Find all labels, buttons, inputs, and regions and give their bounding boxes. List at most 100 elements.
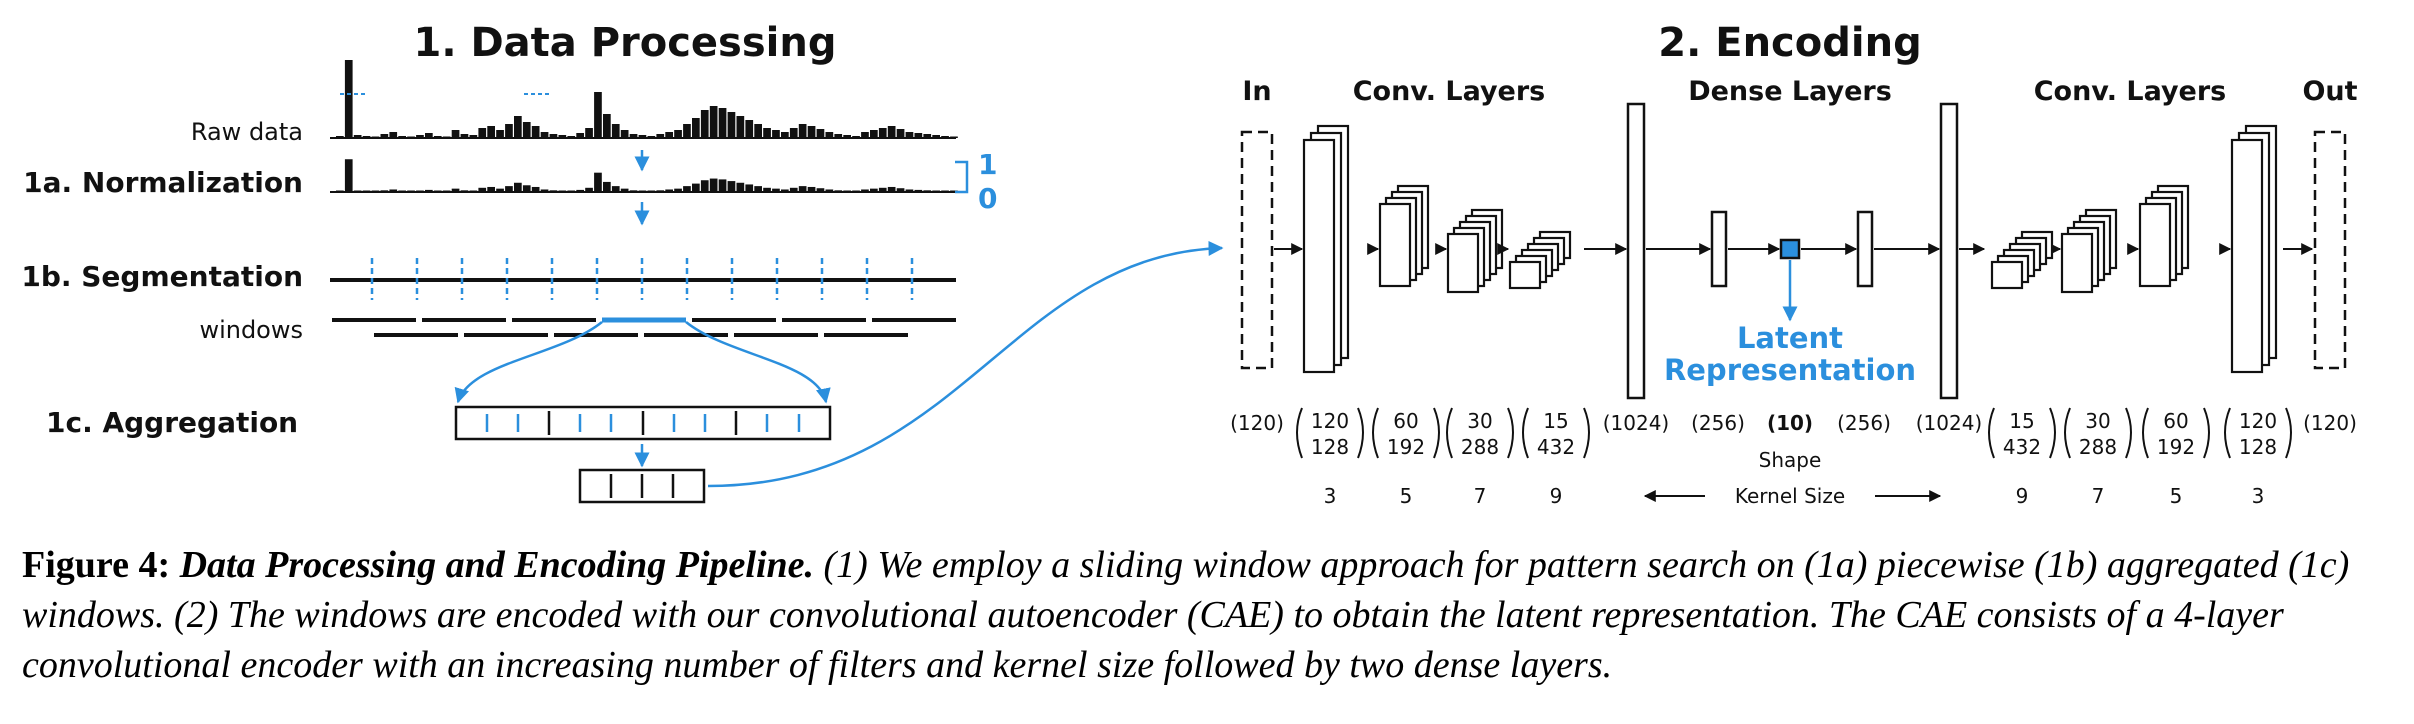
- raw-bar-23: [540, 132, 549, 138]
- raw-data-bars: [336, 60, 958, 138]
- paren-left: [1296, 407, 1303, 459]
- raw-bar-18: [496, 130, 504, 138]
- raw-bar-27: [576, 133, 584, 138]
- windows-label: windows: [199, 316, 303, 344]
- shape-pair-bottom: 432: [2003, 435, 2041, 459]
- conv-filter: [1446, 232, 1480, 294]
- shape-dense-1024-dec: (1024): [1916, 411, 1983, 435]
- shape-pair-bottom: 288: [1461, 435, 1499, 459]
- norm-bar-44: [727, 181, 736, 192]
- shape-pair-top: 120: [1311, 409, 1349, 433]
- shape-pair-bottom: 192: [2157, 435, 2195, 459]
- dense-layers-label: Dense Layers: [1688, 76, 1892, 107]
- segment-ticks: [370, 258, 914, 300]
- norm-bar-59: [861, 189, 869, 192]
- conv-filter: [1508, 260, 1542, 290]
- normalization-label: 1a. Normalization: [23, 166, 303, 199]
- raw-bar-44: [727, 112, 736, 138]
- norm-range-bracket: [955, 160, 969, 194]
- conv-layers-left-label: Conv. Layers: [1353, 76, 1546, 107]
- kernel-size-enc: 9: [1550, 484, 1563, 508]
- norm-bar-52: [798, 186, 807, 192]
- raw-bar-54: [816, 129, 825, 138]
- caption-label: Figure 4:: [22, 544, 171, 586]
- norm-bar-61: [878, 187, 887, 192]
- paren-right: [2125, 407, 2132, 459]
- raw-bar-6: [389, 132, 398, 138]
- paren-left: [1372, 407, 1379, 459]
- paren-right: [1507, 407, 1514, 459]
- norm-bar-47: [754, 186, 762, 192]
- kernel-size-dec: 9: [2016, 484, 2029, 508]
- paren-left: [1522, 407, 1529, 459]
- raw-bar-14: [460, 134, 469, 138]
- norm-bar-6: [389, 189, 398, 192]
- shape-pair-bottom: 288: [2079, 435, 2117, 459]
- raw-bar-37: [665, 132, 673, 138]
- norm-bar-55: [825, 189, 834, 192]
- raw-bar-64: [905, 132, 914, 138]
- paren-left: [2224, 407, 2231, 459]
- paren-right: [1433, 407, 1440, 459]
- kernel-size-dec: 3: [2252, 484, 2265, 508]
- segmentation-label: 1b. Segmentation: [21, 260, 303, 293]
- shape-pair-top: 30: [2085, 409, 2110, 433]
- norm-bar-13: [451, 188, 460, 192]
- raw-bar-34: [638, 135, 647, 138]
- raw-bar-46: [745, 120, 754, 138]
- decoder-conv-stack-4: [2230, 124, 2278, 374]
- norm-bar-41: [700, 180, 709, 192]
- kernel-size-label: Kernel Size: [1735, 484, 1845, 508]
- decoder-conv-stack-2: [2060, 208, 2118, 294]
- raw-bar-31: [611, 124, 620, 138]
- raw-bar-60: [870, 130, 878, 138]
- raw-bar-47: [754, 124, 762, 138]
- raw-bar-45: [736, 116, 745, 138]
- raw-bar-10: [425, 133, 433, 138]
- pipeline-figure: 1. Data Processing Raw data 1a. Normaliz…: [21, 20, 2357, 508]
- norm-bar-1: [344, 159, 353, 192]
- aggregation-ticks-blue: [485, 414, 801, 432]
- shape-pair-top: 60: [2163, 409, 2188, 433]
- raw-bar-29: [594, 92, 602, 138]
- in-label: In: [1242, 76, 1271, 107]
- norm-bar-43: [718, 179, 727, 192]
- raw-bar-56: [834, 134, 843, 138]
- paren-right: [2049, 407, 2056, 459]
- norm-bar-37: [665, 189, 673, 192]
- encoder-conv-stack-3: [1446, 208, 1504, 294]
- norm-bar-51: [789, 187, 798, 192]
- raw-bar-65: [914, 133, 923, 138]
- conv-layers-right-label: Conv. Layers: [2034, 76, 2227, 107]
- paren-left: [1988, 407, 1995, 459]
- dense-layer-1024-dec: [1939, 102, 1959, 400]
- caption-title: Data Processing and Encoding Pipeline.: [179, 544, 815, 586]
- raw-bar-15: [469, 135, 478, 138]
- raw-bar-1: [344, 60, 353, 138]
- encoder-conv-stack-4: [1367, 230, 2232, 290]
- norm-bar-31: [611, 186, 620, 192]
- norm-range-lo: 0: [978, 182, 997, 215]
- conv-shape-pairs: 1201286019230288154321543230288601921201…: [1296, 407, 2292, 459]
- norm-bar-38: [674, 188, 682, 192]
- raw-bar-42: [709, 106, 718, 138]
- encoding-title: 2. Encoding: [1658, 20, 1921, 66]
- raw-bar-24: [549, 134, 558, 138]
- conv-filter: [2138, 202, 2172, 288]
- shape-label: Shape: [1759, 448, 1822, 472]
- raw-bar-66: [923, 134, 932, 138]
- kernel-size-enc: 5: [1400, 484, 1413, 508]
- paren-left: [2064, 407, 2071, 459]
- norm-bar-18: [496, 188, 504, 192]
- norm-bar-53: [807, 186, 816, 192]
- raw-bar-50: [781, 132, 789, 138]
- norm-bar-63: [896, 188, 905, 192]
- norm-bar-50: [781, 189, 789, 192]
- shape-pair-top: 15: [2009, 409, 2034, 433]
- shape-pair-top: 60: [1393, 409, 1418, 433]
- expand-curve-right: [685, 321, 831, 404]
- raw-bar-36: [656, 134, 665, 138]
- raw-bar-19: [505, 124, 513, 138]
- norm-bar-54: [816, 188, 825, 192]
- norm-bar-30: [603, 181, 611, 192]
